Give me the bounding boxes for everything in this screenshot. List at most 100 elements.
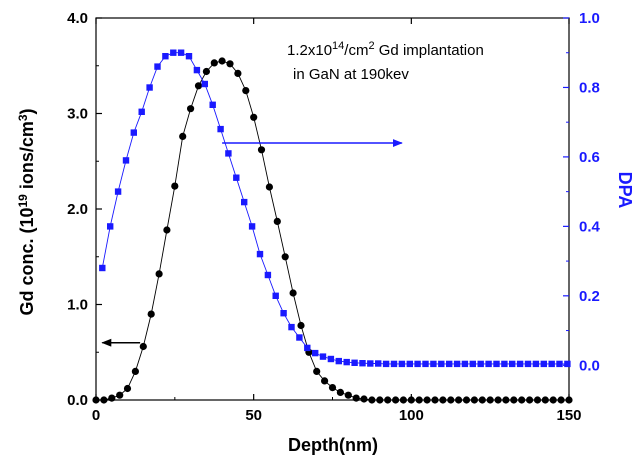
dpa-point <box>446 360 453 368</box>
dpa-point <box>319 353 327 360</box>
dpa-point <box>477 360 484 368</box>
dpa-point <box>217 125 224 133</box>
dpa-point <box>146 84 153 91</box>
dpa-point <box>382 360 390 368</box>
gd-point <box>202 67 210 76</box>
y-right-tick-label: 0.8 <box>579 79 600 96</box>
gd-point <box>321 377 329 385</box>
dpa-point <box>193 66 201 74</box>
gd-point <box>179 132 187 140</box>
dpa-point <box>114 188 122 195</box>
y-right-tick-label: 0.4 <box>579 218 601 235</box>
dpa-point <box>548 360 555 368</box>
dpa-point <box>516 360 524 368</box>
gd-point <box>439 396 447 404</box>
gd-point <box>423 396 431 404</box>
gd-point <box>510 396 518 404</box>
gd-points <box>92 57 573 404</box>
dpa-point <box>256 250 264 258</box>
series-lines <box>96 52 569 401</box>
gd-point <box>155 270 163 278</box>
dpa-point <box>509 360 516 368</box>
gd-point <box>289 289 297 297</box>
gd-point <box>399 396 407 404</box>
dpa-point <box>138 108 145 115</box>
annotation-line-2: in GaN at 190kev <box>293 66 409 83</box>
gd-point <box>108 394 116 402</box>
x-axis-title: Depth(nm) <box>288 435 378 455</box>
dpa-point <box>343 358 350 366</box>
dpa-point <box>130 129 137 136</box>
dpa-point <box>233 174 240 181</box>
dpa-point <box>375 360 382 367</box>
dpa-point <box>162 53 169 60</box>
dpa-point <box>453 360 461 368</box>
gd-point <box>368 396 376 404</box>
gd-point <box>541 396 549 404</box>
dpa-point <box>248 223 256 230</box>
gd-point <box>384 396 392 404</box>
dpa-point <box>312 349 319 357</box>
dpa-point <box>556 360 563 368</box>
gd-point <box>549 396 557 404</box>
dpa-point <box>225 150 232 157</box>
gd-point <box>194 82 203 90</box>
dpa-point <box>335 357 342 365</box>
y-right-tick-label: 1.0 <box>579 10 600 27</box>
gd-point <box>273 217 281 225</box>
dpa-series-line <box>101 52 568 365</box>
x-tick-label: 50 <box>245 407 262 424</box>
gd-point <box>328 384 337 392</box>
gd-point <box>526 396 534 404</box>
gd-point <box>336 388 344 396</box>
y-left-axis-title: Gd conc. (1019 ions/cm3) <box>16 108 37 315</box>
dpa-point <box>367 360 374 367</box>
dpa-point <box>406 360 413 368</box>
gd-point <box>100 396 108 404</box>
gd-point <box>250 113 258 121</box>
y-left-tick-label: 0.0 <box>67 392 88 409</box>
gd-point <box>281 253 289 261</box>
gd-point <box>518 396 526 404</box>
gd-point <box>218 57 226 65</box>
gd-point <box>557 396 565 404</box>
gd-point <box>533 396 542 404</box>
y-left-tick-label: 4.0 <box>67 10 88 27</box>
gd-point <box>257 146 266 154</box>
gd-point <box>297 321 305 330</box>
dpa-point <box>280 310 287 317</box>
annotation-line-1: 1.2x1014/cm2 Gd implantation <box>287 40 484 59</box>
dpa-point <box>438 360 445 368</box>
dpa-point <box>304 344 311 352</box>
gd-point <box>313 367 321 375</box>
gd-point <box>187 105 195 113</box>
gd-point <box>494 396 502 404</box>
dpa-point <box>390 360 398 368</box>
dpa-point <box>461 360 469 368</box>
dpa-point <box>414 360 421 368</box>
dpa-point <box>209 101 216 108</box>
gd-point <box>242 87 250 95</box>
dpa-point <box>272 292 279 299</box>
y-right-tick-label: 0.6 <box>579 149 600 166</box>
y-left-tick-label: 1.0 <box>67 297 88 314</box>
y-right-tick-label: 0.2 <box>579 288 600 305</box>
gd-point <box>163 226 171 234</box>
dpa-point <box>99 264 106 272</box>
gd-point <box>502 396 510 404</box>
dpa-point <box>524 360 532 368</box>
dpa-point <box>422 360 429 368</box>
gd-point <box>478 396 486 404</box>
y-right-tick-label: 0.0 <box>579 357 600 374</box>
gd-point <box>171 182 179 190</box>
dpa-point <box>501 360 508 368</box>
gd-point <box>470 396 478 404</box>
dpa-point <box>469 360 476 368</box>
x-tick-label: 100 <box>399 407 424 424</box>
gd-point <box>226 60 234 68</box>
dpa-point <box>296 334 303 341</box>
gd-point <box>447 396 455 404</box>
dpa-point <box>351 359 358 366</box>
gd-point <box>234 69 242 77</box>
